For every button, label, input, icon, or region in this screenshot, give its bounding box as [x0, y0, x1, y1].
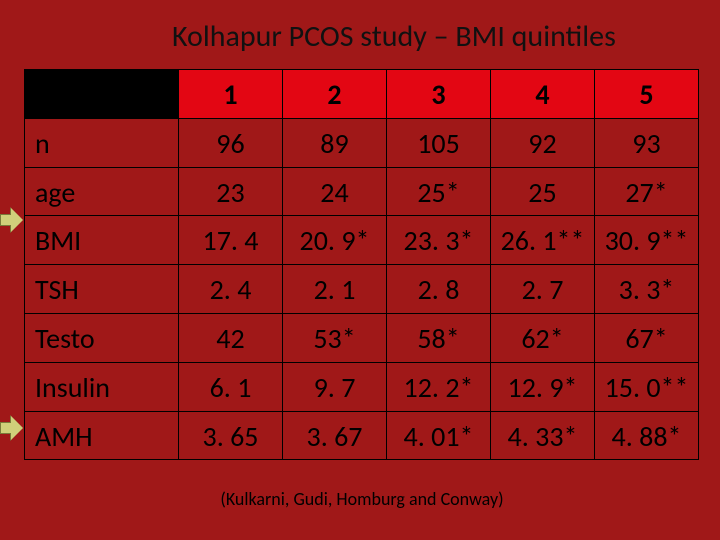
- cell: 23. 3*: [387, 216, 491, 265]
- cell: 27*: [595, 167, 699, 216]
- cell: 4. 33*: [491, 411, 595, 460]
- cell: 4. 88*: [595, 411, 699, 460]
- cell: 3. 65: [179, 411, 283, 460]
- cell: 30. 9**: [595, 216, 699, 265]
- cell: 24: [283, 167, 387, 216]
- cell: 12. 9*: [491, 362, 595, 411]
- row-label-tsh: TSH: [25, 265, 179, 314]
- table-header-row: 1 2 3 4 5: [25, 70, 699, 119]
- cell: 26. 1**: [491, 216, 595, 265]
- cell: 2. 7: [491, 265, 595, 314]
- header-q2: 2: [283, 70, 387, 119]
- row-label-age: age: [25, 167, 179, 216]
- pointer-arrow-icon: [0, 206, 24, 234]
- cell: 3. 67: [283, 411, 387, 460]
- cell: 2. 8: [387, 265, 491, 314]
- cell: 58*: [387, 313, 491, 362]
- cell: 105: [387, 118, 491, 167]
- cell: 2. 4: [179, 265, 283, 314]
- cell: 23: [179, 167, 283, 216]
- row-label-testo: Testo: [25, 313, 179, 362]
- row-label-amh: AMH: [25, 411, 179, 460]
- quintile-table: 1 2 3 4 5 n 96 89 105 92 93 age: [24, 69, 699, 460]
- citation: (Kulkarni, Gudi, Homburg and Conway): [24, 488, 700, 510]
- table-row: Testo 42 53* 58* 62* 67*: [25, 313, 699, 362]
- cell: 42: [179, 313, 283, 362]
- cell: 25: [491, 167, 595, 216]
- cell: 67*: [595, 313, 699, 362]
- header-q1: 1: [179, 70, 283, 119]
- slide: Kolhapur PCOS study – BMI quintiles 1 2 …: [0, 0, 720, 540]
- cell: 62*: [491, 313, 595, 362]
- slide-title: Kolhapur PCOS study – BMI quintiles: [172, 18, 700, 55]
- cell: 17. 4: [179, 216, 283, 265]
- header-blank: [25, 70, 179, 119]
- cell: 20. 9*: [283, 216, 387, 265]
- cell: 9. 7: [283, 362, 387, 411]
- cell: 4. 01*: [387, 411, 491, 460]
- header-q4: 4: [491, 70, 595, 119]
- cell: 25*: [387, 167, 491, 216]
- pointer-arrow-icon: [0, 414, 24, 442]
- cell: 92: [491, 118, 595, 167]
- table-row: BMI 17. 4 20. 9* 23. 3* 26. 1** 30. 9**: [25, 216, 699, 265]
- cell: 6. 1: [179, 362, 283, 411]
- cell: 3. 3*: [595, 265, 699, 314]
- table-row: Insulin 6. 1 9. 7 12. 2* 12. 9* 15. 0**: [25, 362, 699, 411]
- cell: 2. 1: [283, 265, 387, 314]
- table-row: age 23 24 25* 25 27*: [25, 167, 699, 216]
- row-label-insulin: Insulin: [25, 362, 179, 411]
- header-q5: 5: [595, 70, 699, 119]
- quintile-table-wrap: 1 2 3 4 5 n 96 89 105 92 93 age: [24, 69, 700, 460]
- row-label-n: n: [25, 118, 179, 167]
- table-row: n 96 89 105 92 93: [25, 118, 699, 167]
- cell: 93: [595, 118, 699, 167]
- cell: 15. 0**: [595, 362, 699, 411]
- row-label-bmi: BMI: [25, 216, 179, 265]
- cell: 89: [283, 118, 387, 167]
- header-q3: 3: [387, 70, 491, 119]
- cell: 12. 2*: [387, 362, 491, 411]
- cell: 53*: [283, 313, 387, 362]
- table-row: AMH 3. 65 3. 67 4. 01* 4. 33* 4. 88*: [25, 411, 699, 460]
- cell: 96: [179, 118, 283, 167]
- table-row: TSH 2. 4 2. 1 2. 8 2. 7 3. 3*: [25, 265, 699, 314]
